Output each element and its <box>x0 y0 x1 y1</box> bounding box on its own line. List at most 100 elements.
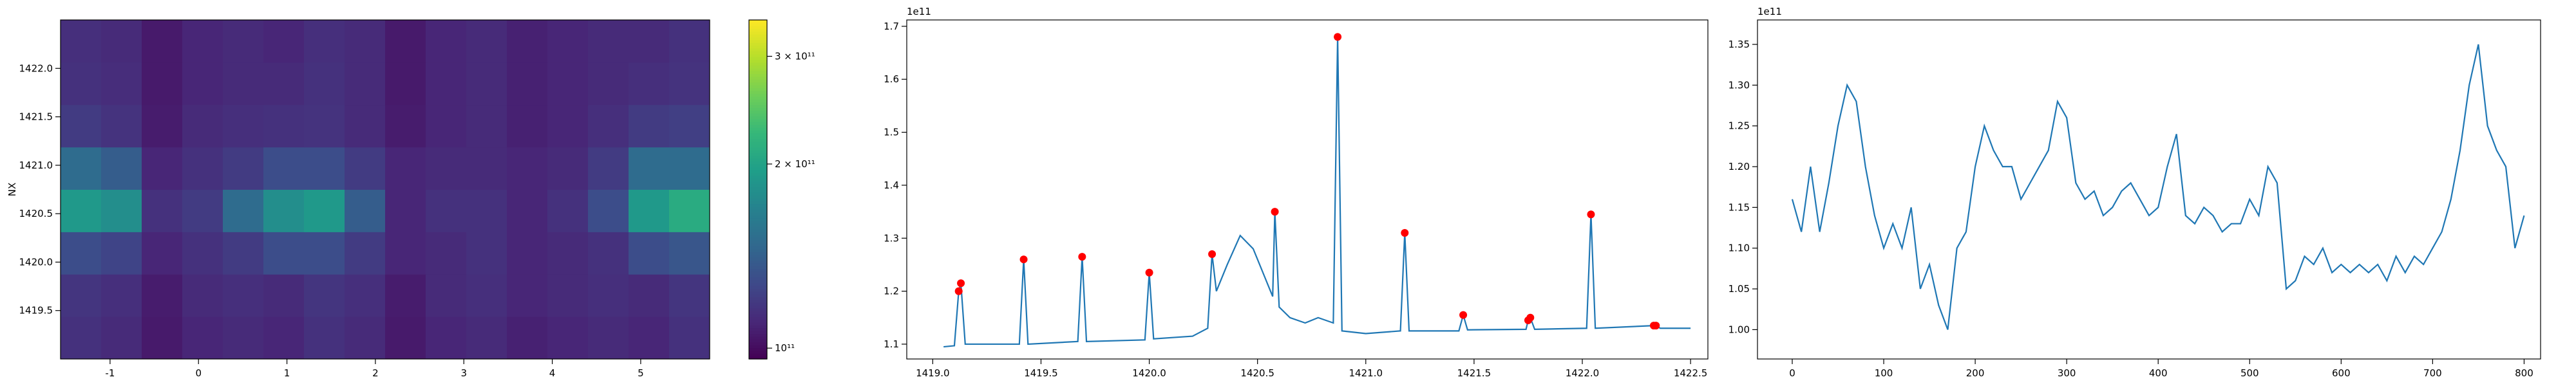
heatmap-cell <box>304 62 345 106</box>
heatmap-cell <box>629 20 670 63</box>
colorbar-gradient <box>749 268 767 272</box>
colorbar-gradient <box>749 325 767 329</box>
colorbar-gradient <box>749 33 767 37</box>
heatmap-cell <box>263 232 305 275</box>
heatmap-cell <box>61 317 102 360</box>
heatmap-cell <box>669 104 710 148</box>
colorbar-gradient <box>749 254 767 258</box>
heatmap-cell <box>345 20 386 63</box>
colorbar-gradient <box>749 240 767 244</box>
x-tick-label: 1419.5 <box>1024 367 1058 379</box>
heatmap-cell <box>182 274 223 317</box>
colorbar-gradient <box>749 82 767 86</box>
heatmap-cell <box>142 20 183 63</box>
x-tick-label: 700 <box>2423 367 2442 379</box>
colorbar-gradient <box>749 305 767 309</box>
heatmap-cell <box>385 189 426 232</box>
heatmap-cell <box>466 232 507 275</box>
colorbar-gradient <box>749 31 767 35</box>
heatmap-cell <box>101 189 142 232</box>
colorbar-gradient <box>749 234 767 238</box>
colorbar-gradient <box>749 223 767 227</box>
heatmap-cell <box>547 274 589 317</box>
colorbar-gradient <box>749 102 767 106</box>
heatmap-cell <box>629 104 670 148</box>
x-tick-label: 300 <box>2058 367 2076 379</box>
colorbar-gradient <box>749 71 767 75</box>
colorbar-gradient <box>749 68 767 71</box>
colorbar-gradient <box>749 282 767 286</box>
y-tick-label: 1.35 <box>1728 39 1750 50</box>
heatmap-cell <box>223 232 264 275</box>
heatmap-cell <box>466 317 507 360</box>
colorbar-gradient <box>749 356 767 360</box>
heatmap-cell <box>669 274 710 317</box>
heatmap-cell <box>61 274 102 317</box>
heatmap-cell <box>263 20 305 63</box>
heatmap-cell <box>426 274 467 317</box>
colorbar-gradient <box>749 42 767 46</box>
x-tick-label: 0 <box>195 367 202 379</box>
colorbar-gradient <box>749 144 767 148</box>
colorbar-gradient <box>749 25 767 29</box>
peak-point <box>1459 311 1468 319</box>
heatmap-cell <box>669 62 710 106</box>
colorbar-gradient <box>749 339 767 343</box>
heatmap-cell <box>588 104 629 148</box>
heatmap-cell <box>547 189 589 232</box>
heatmap-cell <box>426 20 467 63</box>
colorbar-gradient <box>749 187 767 190</box>
peak-point <box>1078 253 1086 261</box>
heatmap-cell <box>629 189 670 232</box>
heatmap-cell <box>263 147 305 190</box>
y-tick-label: 1.00 <box>1728 324 1750 335</box>
heatmap-cell <box>223 62 264 106</box>
heatmap-cell <box>142 147 183 190</box>
heatmap-cell <box>588 189 629 232</box>
colorbar-gradient <box>749 353 767 357</box>
heatmap-cell <box>629 232 670 275</box>
x-tick-label: 4 <box>549 367 556 379</box>
colorbar-gradient <box>749 28 767 32</box>
colorbar-gradient <box>749 20 767 23</box>
heatmap-cell <box>385 317 426 360</box>
colorbar-gradient <box>749 59 767 63</box>
colorbar-gradient <box>749 169 767 173</box>
peak-point <box>1401 229 1409 237</box>
y-tick-label: 1421.5 <box>19 111 53 123</box>
heatmap-cell <box>182 20 223 63</box>
heatmap-cell <box>547 62 589 106</box>
colorbar-gradient <box>749 347 767 351</box>
heatmap-cell <box>547 232 589 275</box>
heatmap-cell <box>466 147 507 190</box>
colorbar-gradient <box>749 285 767 289</box>
colorbar-gradient <box>749 130 767 134</box>
heatmap-cell <box>547 147 589 190</box>
colorbar-gradient <box>749 107 767 111</box>
peak-point <box>1652 322 1660 330</box>
colorbar-gradient <box>749 53 767 57</box>
colorbar-gradient <box>749 342 767 345</box>
colorbar-gradient <box>749 178 767 181</box>
heatmap-cell <box>263 189 305 232</box>
colorbar-gradient <box>749 48 767 51</box>
x-tick-label: 1420.0 <box>1132 367 1166 379</box>
colorbar-gradient <box>749 175 767 179</box>
heatmap-cell <box>304 189 345 232</box>
colorbar-gradient <box>749 243 767 246</box>
colorbar-gradient <box>749 246 767 250</box>
colorbar-gradient <box>749 39 767 43</box>
heatmap-cell <box>426 104 467 148</box>
colorbar-gradient <box>749 274 767 278</box>
x-tick-label: 200 <box>1966 367 1985 379</box>
heatmap-cell <box>142 232 183 275</box>
series-line <box>943 37 1691 348</box>
heatmap-cell <box>426 317 467 360</box>
colorbar-gradient <box>749 122 767 125</box>
colorbar-gradient <box>749 96 767 100</box>
colorbar-gradient <box>749 271 767 275</box>
colorbar-gradient <box>749 158 767 162</box>
heatmap-cell <box>345 189 386 232</box>
colorbar-gradient <box>749 313 767 317</box>
heatmap-cell <box>466 274 507 317</box>
